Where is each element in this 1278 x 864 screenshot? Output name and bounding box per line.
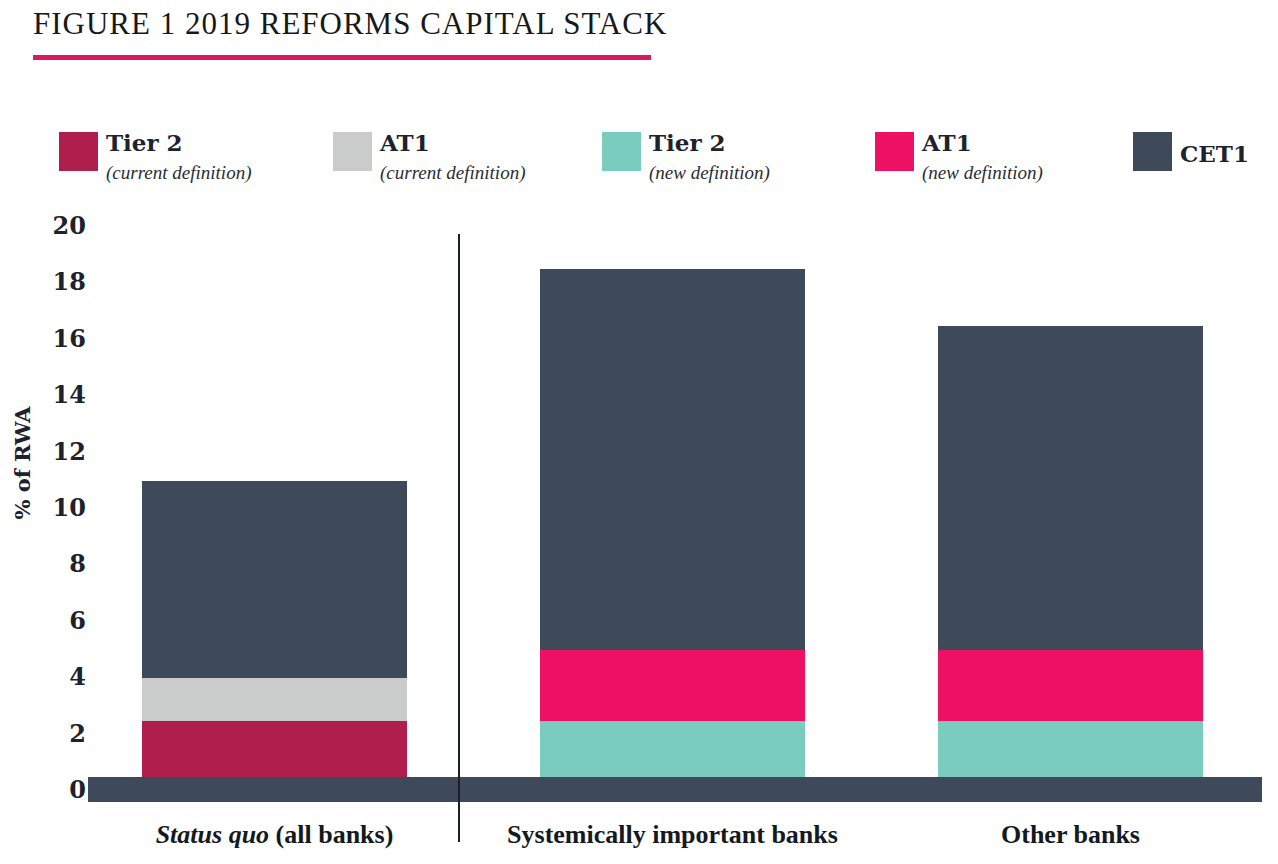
- legend-swatch-cet1: [1133, 132, 1172, 171]
- legend-sublabel: (new definition): [922, 159, 1043, 187]
- status-quo-all-banks--tier-2-current-definition-segment: [142, 721, 407, 777]
- systemically-important-banks--tier-2-new-definition-segment: [540, 721, 805, 777]
- y-tick-2: 2: [0, 718, 86, 750]
- y-tick-0: 0: [0, 774, 86, 806]
- legend-label: AT1: [380, 127, 430, 159]
- y-tick-8: 8: [0, 548, 86, 580]
- legend-swatch-tier-2-new-definition: [602, 132, 641, 171]
- legend-label: Tier 2: [106, 127, 183, 159]
- status-quo-all-banks--cet1-segment: [142, 481, 407, 678]
- y-tick-18: 18: [0, 266, 86, 298]
- y-tick-20: 20: [0, 210, 86, 242]
- y-tick-6: 6: [0, 605, 86, 637]
- section-separator-line: [458, 234, 460, 842]
- y-tick-12: 12: [0, 436, 86, 468]
- legend-label: Tier 2: [649, 127, 726, 159]
- figure-title: FIGURE 1 2019 REFORMS CAPITAL STACK: [33, 6, 1233, 42]
- other-banks--tier-2-new-definition-segment: [938, 721, 1203, 777]
- legend-sublabel: (current definition): [380, 159, 525, 187]
- figure-1-capital-stack: FIGURE 1 2019 REFORMS CAPITAL STACK Tier…: [0, 0, 1278, 864]
- y-tick-10: 10: [0, 492, 86, 524]
- title-underline-rule: [33, 55, 651, 60]
- systemically-important-banks--cet1-segment: [540, 269, 805, 650]
- legend-sublabel: (new definition): [649, 159, 770, 187]
- legend-label: CET1: [1180, 138, 1249, 170]
- legend-label: AT1: [922, 127, 972, 159]
- x-axis-baseline-bar: [88, 777, 1262, 802]
- y-tick-4: 4: [0, 661, 86, 693]
- status-quo-all-banks--at1-current-definition-segment: [142, 678, 407, 720]
- systemically-important-banks--at1-new-definition-segment: [540, 650, 805, 721]
- legend-swatch-at1-new-definition: [875, 132, 914, 171]
- y-tick-14: 14: [0, 379, 86, 411]
- legend-swatch-at1-current-definition: [333, 132, 372, 171]
- other-banks--cet1-segment: [938, 326, 1203, 650]
- legend-sublabel: (current definition): [106, 159, 251, 187]
- other-banks--at1-new-definition-segment: [938, 650, 1203, 721]
- x-label-other-banks: Other banks: [811, 818, 1278, 852]
- y-tick-16: 16: [0, 323, 86, 355]
- legend-swatch-tier-2-current-definition: [59, 132, 98, 171]
